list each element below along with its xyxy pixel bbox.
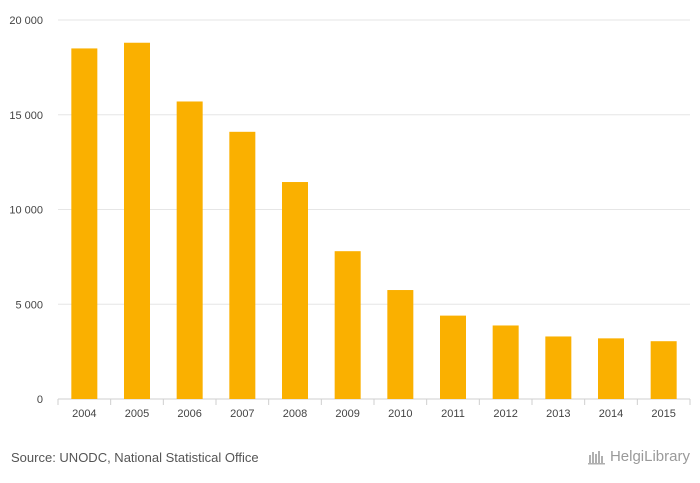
x-tick-label: 2014 (599, 408, 623, 420)
bars (71, 42, 677, 400)
bar-2015[interactable] (650, 341, 677, 399)
y-tick-label: 0 (37, 394, 43, 406)
x-axis-ticks: 2004 2005 2006 2007 2008 2009 2010 2011 2012 2013… (57, 399, 691, 420)
y-tick-label: 10 000 (9, 205, 43, 217)
bar-2010[interactable] (387, 290, 414, 399)
y-tick-label: 20 000 (9, 15, 43, 27)
x-tick-label: 2011 (441, 408, 465, 420)
x-tick-label: 2005 (125, 408, 149, 420)
x-tick-label: 2010 (388, 408, 412, 420)
helgilibrary-logo[interactable]: HelgiLibrary (587, 448, 690, 465)
library-icon (587, 450, 605, 464)
source-note: Source: UNODC, National Statistical Offi… (11, 450, 259, 465)
y-tick-label: 15 000 (9, 110, 43, 122)
x-tick-label: 2009 (335, 408, 359, 420)
x-tick-label: 2008 (283, 408, 307, 420)
bar-2014[interactable] (598, 338, 624, 399)
bar-2005[interactable] (124, 42, 150, 400)
bar-2007[interactable] (229, 131, 256, 399)
x-tick-label: 2004 (72, 408, 96, 420)
bar-2006[interactable] (176, 101, 203, 400)
bar-2008[interactable] (282, 182, 308, 399)
bar-2009[interactable] (334, 251, 361, 399)
y-tick-label: 5 000 (15, 299, 43, 311)
bar-2012[interactable] (492, 325, 519, 399)
bar-2004[interactable] (71, 48, 98, 400)
bar-2011[interactable] (440, 315, 466, 399)
bar-2013[interactable] (545, 336, 572, 399)
x-tick-label: 2007 (230, 408, 254, 420)
x-tick-label: 2015 (651, 408, 675, 420)
logo-text: HelgiLibrary (609, 448, 690, 465)
x-tick-label: 2006 (177, 408, 201, 420)
x-tick-label: 2013 (546, 408, 570, 420)
y-axis-ticks: 0 5 000 10 000 15 000 20 000 (9, 15, 43, 406)
x-tick-label: 2012 (493, 408, 517, 420)
gridlines (58, 19, 690, 400)
